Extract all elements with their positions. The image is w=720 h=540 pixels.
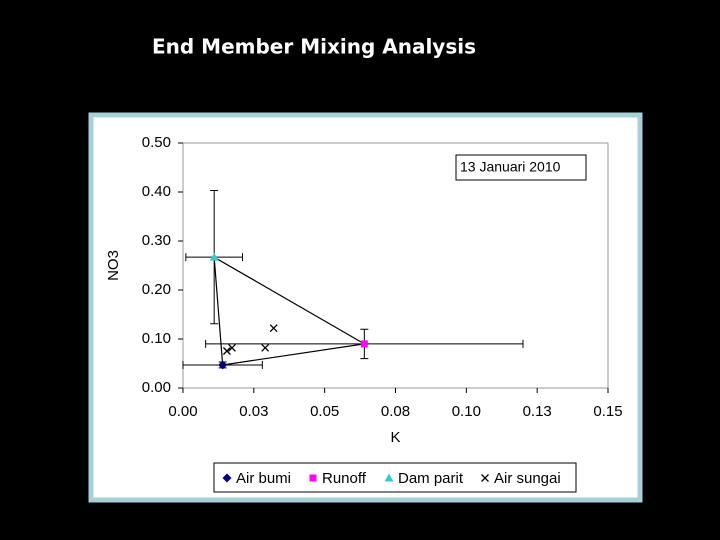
y-tick-label: 0.30 [142,232,171,249]
y-tick-label: 0.10 [142,330,171,347]
legend-box [213,462,577,493]
legend-label: Runoff [322,470,367,487]
y-tick-label: 0.40 [142,183,171,200]
x-tick-label: 0.03 [239,403,268,420]
y-axis-label: NO3 [105,250,122,281]
x-tick-label: 0.08 [381,403,410,420]
y-tick-label: 0.50 [142,134,171,151]
point [269,324,278,333]
chart-title: End Member Mixing Analysis [152,35,476,59]
point [360,340,368,348]
legend-marker [384,473,394,482]
mixing-polygon [213,256,367,366]
x-tick-label: 0.10 [452,403,481,420]
plot-area [182,142,609,389]
legend-label: Air sungai [494,470,561,487]
legend-label: Air bumi [236,470,291,487]
legend-marker [481,474,489,482]
x-tick-label: 0.05 [310,403,339,420]
legend-label: Dam parit [398,470,464,487]
point [218,360,228,370]
point [222,347,231,355]
point [228,343,236,352]
point [261,343,270,352]
annotation-box [455,154,587,181]
y-tick-label: 0.00 [142,379,171,396]
legend-marker [309,474,317,482]
point [209,252,219,261]
x-tick-label: 0.15 [593,403,622,420]
y-tick-label: 0.20 [142,281,171,298]
x-tick-label: 0.00 [168,403,197,420]
x-axis-label: K [390,429,400,446]
x-tick-label: 0.13 [523,403,552,420]
annotation: 13 Januari 2010 [460,159,561,175]
legend-marker [222,473,232,483]
